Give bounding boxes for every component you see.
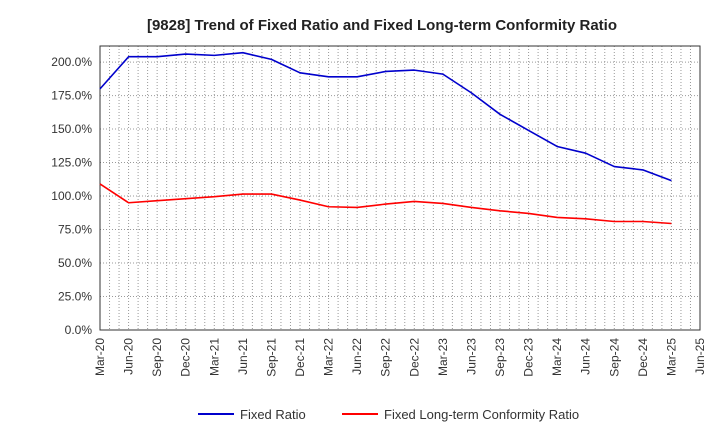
x-tick-label: Dec-20 <box>179 338 193 377</box>
x-tick-label: Dec-21 <box>293 338 307 377</box>
legend: Fixed Ratio Fixed Long-term Conformity Ra… <box>198 407 579 422</box>
fixed-long-term-conformity-ratio-line <box>99 183 672 225</box>
x-tick-label: Mar-23 <box>436 338 450 376</box>
x-tick-label: Jun-23 <box>464 338 478 375</box>
x-tick-label: Dec-24 <box>636 338 650 377</box>
grid <box>99 46 701 331</box>
y-axis: 0.0% 25.0% 50.0% 75.0% 100.0% 125.0% 150.0% 175… <box>51 55 92 337</box>
y-tick-label: 150.0% <box>51 122 92 136</box>
x-tick-label: Jun-21 <box>236 338 250 375</box>
y-tick-label: 75.0% <box>58 223 92 237</box>
x-axis: Mar-20 Jun-20 Sep-20 Dec-20 Mar-21 Jun-21 Sep-… <box>93 338 707 377</box>
x-tick-label: Jun-20 <box>122 338 136 375</box>
y-tick-label: 0.0% <box>65 323 93 337</box>
series-lines <box>99 51 672 225</box>
fixed-ratio-line <box>99 51 672 182</box>
legend-label: Fixed Ratio <box>240 407 306 422</box>
x-tick-label: Sep-21 <box>264 338 278 377</box>
x-tick-label: Mar-21 <box>207 338 221 376</box>
x-tick-label: Jun-22 <box>350 338 364 375</box>
x-tick-label: Sep-20 <box>150 338 164 377</box>
x-tick-label: Mar-24 <box>550 338 564 376</box>
chart-title: [9828] Trend of Fixed Ratio and Fixed Lo… <box>147 17 617 34</box>
y-tick-label: 125.0% <box>51 156 92 170</box>
legend-label: Fixed Long-term Conformity Ratio <box>384 407 579 422</box>
x-tick-label: Jun-24 <box>579 338 593 375</box>
y-tick-label: 25.0% <box>58 290 92 304</box>
x-tick-label: Mar-22 <box>322 338 336 376</box>
plot-area <box>99 45 701 331</box>
x-tick-label: Mar-25 <box>664 338 678 376</box>
x-tick-label: Sep-23 <box>493 338 507 377</box>
x-tick-label: Sep-22 <box>379 338 393 377</box>
x-tick-label: Mar-20 <box>93 338 107 376</box>
x-tick-label: Jun-25 <box>693 338 707 375</box>
x-tick-label: Dec-22 <box>407 338 421 377</box>
y-tick-label: 50.0% <box>58 256 92 270</box>
y-tick-label: 100.0% <box>51 189 92 203</box>
y-tick-label: 175.0% <box>51 89 92 103</box>
x-tick-label: Sep-24 <box>607 338 621 377</box>
y-tick-label: 200.0% <box>51 55 92 69</box>
x-tick-label: Dec-23 <box>522 338 536 377</box>
